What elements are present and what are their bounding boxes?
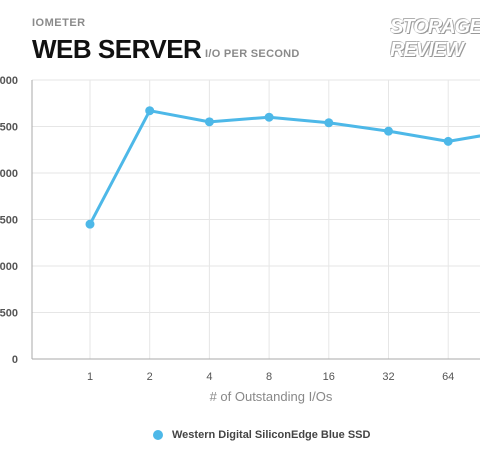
x-tick-label: 1 bbox=[87, 371, 93, 383]
data-point bbox=[324, 118, 334, 128]
x-tick-label: 2 bbox=[147, 371, 153, 383]
x-tick-label: 16 bbox=[323, 371, 335, 383]
chart-subtitle: I/O PER SECOND bbox=[205, 48, 300, 60]
y-tick-label: 1500 bbox=[0, 215, 18, 227]
legend-label: Western Digital SiliconEdge Blue SSD bbox=[172, 429, 371, 441]
data-point bbox=[85, 219, 95, 229]
data-point bbox=[264, 112, 274, 122]
x-tick-label: 32 bbox=[382, 371, 394, 383]
x-tick-label: 8 bbox=[266, 371, 272, 383]
x-tick-label: 4 bbox=[206, 371, 212, 383]
y-tick-label: 500 bbox=[0, 308, 18, 320]
y-tick-label: 2000 bbox=[0, 168, 18, 180]
logo-line-1: STORAGE bbox=[390, 16, 480, 38]
chart-title: WEB SERVER bbox=[32, 34, 202, 64]
x-tick-label: 64 bbox=[442, 371, 454, 383]
logo-line-2: REVIEW bbox=[390, 39, 464, 61]
y-tick-label: 0 bbox=[12, 354, 18, 366]
chart-legend: Western Digital SiliconEdge Blue SSD bbox=[153, 429, 370, 441]
data-point bbox=[145, 106, 155, 116]
x-axis-title: # of Outstanding I/Os bbox=[210, 389, 333, 404]
storagereview-logo: STORAGE REVIEW bbox=[390, 16, 480, 72]
y-tick-label: 3000 bbox=[0, 75, 18, 87]
series-line bbox=[88, 109, 480, 226]
data-point bbox=[204, 117, 214, 127]
data-point bbox=[443, 136, 453, 146]
data-point bbox=[384, 126, 393, 136]
chart-kicker: IOMETER bbox=[32, 17, 86, 29]
y-tick-label: 1000 bbox=[0, 261, 18, 273]
y-tick-label: 2500 bbox=[0, 122, 18, 134]
legend-marker bbox=[153, 430, 163, 440]
